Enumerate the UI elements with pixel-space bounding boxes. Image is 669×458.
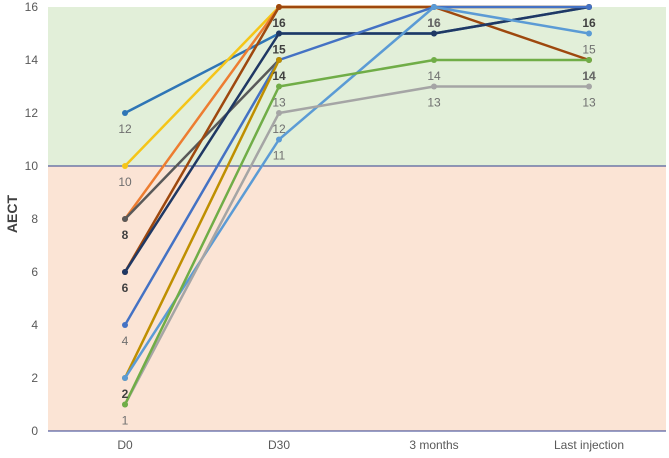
data-point (276, 57, 282, 63)
data-label: 14 (272, 69, 286, 83)
data-point (122, 322, 128, 328)
data-label: 14 (427, 69, 441, 83)
series-line (123, 5, 590, 273)
data-label: 8 (122, 228, 129, 242)
data-label: 13 (427, 96, 441, 110)
data-label: 10 (118, 175, 132, 189)
data-label: 6 (122, 281, 129, 295)
series-line (123, 58, 589, 406)
data-label: 16 (272, 16, 286, 30)
data-point (431, 30, 437, 37)
data-label: 16 (582, 16, 596, 30)
data-label: 11 (273, 149, 286, 163)
data-point (122, 110, 128, 116)
data-label: 4 (122, 334, 129, 348)
x-tick-label: D0 (117, 438, 133, 452)
data-point (586, 30, 592, 37)
data-label: 2 (122, 387, 129, 401)
data-label: 16 (427, 16, 441, 30)
x-tick-label: Last injection (554, 438, 624, 452)
y-axis-title: AECT (4, 194, 20, 234)
data-point (122, 375, 128, 381)
data-point (431, 57, 437, 63)
data-point (122, 163, 128, 169)
data-label: 14 (582, 69, 596, 83)
band-1 (48, 166, 666, 431)
data-point (586, 4, 592, 10)
y-tick-label: 10 (25, 159, 39, 173)
y-tick-label: 6 (31, 265, 38, 279)
y-tick-label: 8 (31, 212, 38, 226)
y-tick-label: 14 (25, 53, 39, 67)
data-point (122, 401, 128, 408)
data-point (431, 83, 437, 90)
y-tick-label: 12 (25, 106, 39, 120)
series-line (123, 5, 589, 326)
data-label: 16 (427, 16, 441, 30)
y-tick-label: 16 (25, 0, 39, 14)
data-label: 12 (272, 122, 286, 136)
data-point (276, 83, 282, 90)
data-point (122, 216, 128, 222)
y-tick-label: 2 (31, 371, 38, 385)
data-point (586, 57, 592, 63)
data-point (276, 110, 282, 116)
data-label: 1 (122, 414, 129, 428)
data-point (586, 83, 592, 90)
data-label: 15 (272, 43, 286, 57)
data-point (276, 4, 282, 10)
data-point (122, 269, 128, 275)
data-label: 14 (582, 69, 596, 83)
series-line (123, 85, 589, 406)
data-point (276, 30, 282, 37)
x-tick-label: D30 (268, 438, 290, 452)
y-tick-label: 4 (31, 318, 38, 332)
y-tick-label: 0 (31, 424, 38, 438)
series-line (123, 59, 281, 379)
data-label: 12 (118, 122, 132, 136)
data-label: 15 (582, 43, 596, 57)
data-label: 13 (582, 96, 596, 110)
data-point (276, 136, 282, 143)
data-point (431, 4, 437, 10)
x-tick-label: 3 months (409, 438, 458, 452)
data-label: 13 (272, 96, 286, 110)
